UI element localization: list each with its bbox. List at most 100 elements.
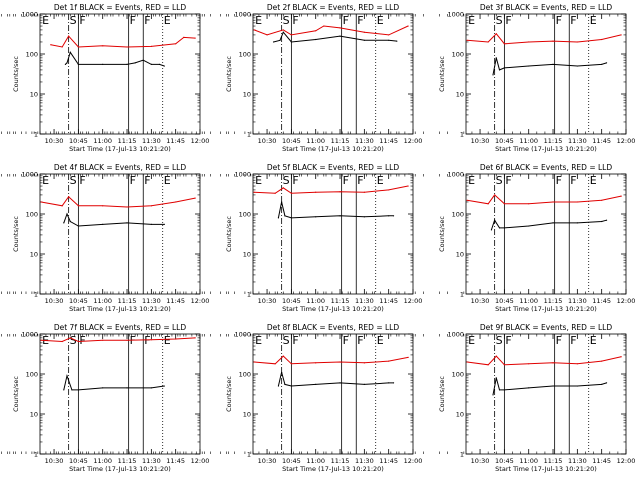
lld-series-line <box>467 194 622 205</box>
series-point <box>277 217 280 219</box>
y-tick-label: 1 <box>460 131 464 139</box>
series-point <box>605 382 608 384</box>
y-tick-label: 1000 <box>21 11 38 19</box>
y-tick-label: 1000 <box>234 171 251 179</box>
chart-title: Det 5f BLACK = Events, RED = LLD <box>267 163 400 172</box>
x-tick-label: 11:00 <box>519 297 538 305</box>
x-axis-label: Start Time (17-Jul-13 10:21:20) <box>69 145 171 153</box>
x-tick-label: 11:00 <box>93 297 112 305</box>
series-point <box>163 65 165 67</box>
series-point <box>274 363 276 365</box>
series-point <box>363 31 365 33</box>
lld-series-line <box>467 355 622 366</box>
x-tick-label: 12:00 <box>191 297 210 305</box>
series-point <box>281 201 283 203</box>
series-point <box>290 34 292 36</box>
chart-panel-8: Det 8f BLACK = Events, RED = LLD 1 10 100 10… <box>7 323 422 473</box>
y-tick-label: 1 <box>247 131 251 139</box>
series-point <box>194 197 196 199</box>
series-point <box>363 39 365 41</box>
series-point <box>68 196 70 198</box>
series-point <box>528 225 530 227</box>
y-axis-label: Counts/sec <box>12 56 20 92</box>
x-tick-label: 10:30 <box>471 137 490 145</box>
x-tick-label: 10:30 <box>471 297 490 305</box>
chart-title: Det 4f BLACK = Events, RED = LLD <box>54 163 187 172</box>
y-tick-label: 100 <box>26 211 38 219</box>
series-point <box>492 74 494 76</box>
series-point <box>601 199 603 201</box>
x-tick-label: 11:15 <box>118 457 137 465</box>
events-series-line <box>63 212 165 227</box>
series-point <box>64 63 67 65</box>
x-tick-label: 12:00 <box>404 137 423 145</box>
series-point <box>150 205 152 207</box>
x-tick-label: 11:30 <box>568 137 587 145</box>
series-point <box>194 37 196 39</box>
series-point <box>274 192 276 194</box>
series-point <box>503 227 505 229</box>
series-point <box>498 227 501 229</box>
y-tick-label: 1000 <box>447 331 464 339</box>
events-series-line <box>277 372 394 387</box>
series-point <box>40 201 42 203</box>
y-axis-label: Counts/sec <box>225 56 233 92</box>
x-axis-label: Start Time (17-Jul-13 10:21:20) <box>282 465 384 473</box>
series-point <box>315 38 317 41</box>
series-point <box>315 216 317 218</box>
chart-panel-9: Det 9f BLACK = Events, RED = LLD 1 10 100 10… <box>1 323 635 473</box>
chart-title: Det 6f BLACK = Events, RED = LLD <box>480 163 613 172</box>
x-tick-label: 11:45 <box>166 297 185 305</box>
x-tick-label: 11:30 <box>355 137 374 145</box>
series-point <box>576 201 578 203</box>
chart-panel-1: Det 1f BLACK = Events, RED = LLD 1 10 100 10… <box>12 3 209 153</box>
series-point <box>102 339 104 341</box>
marker-label: F <box>556 14 562 27</box>
series-point <box>277 385 280 387</box>
y-tick-label: 1 <box>34 451 38 459</box>
marker-label: E <box>377 14 384 27</box>
series-point <box>126 387 128 389</box>
x-tick-label: 10:45 <box>495 457 514 465</box>
x-tick-label: 12:00 <box>404 297 423 305</box>
series-point <box>175 338 177 340</box>
marker-label: E <box>164 174 171 187</box>
series-point <box>102 45 104 47</box>
chart-title: Det 8f BLACK = Events, RED = LLD <box>267 323 400 332</box>
series-point <box>194 337 196 339</box>
series-point <box>388 39 390 41</box>
chart-panel-5: Det 5f BLACK = Events, RED = LLD 1 10 100 10… <box>7 163 423 313</box>
marker-label: F <box>292 14 298 27</box>
series-point <box>77 389 79 391</box>
marker-label: S <box>496 14 503 27</box>
y-tick-label: 100 <box>26 371 38 379</box>
chart-panel-6: Det 6f BLACK = Events, RED = LLD 1 10 100 10… <box>1 163 635 313</box>
series-point <box>528 363 530 365</box>
series-point <box>339 27 341 29</box>
x-tick-label: 11:30 <box>355 297 374 305</box>
x-axis-label: Start Time (17-Jul-13 10:21:20) <box>69 465 171 473</box>
series-point <box>281 371 283 373</box>
marker-label: F <box>292 334 298 347</box>
x-tick-label: 10:30 <box>258 457 277 465</box>
series-point <box>620 356 622 358</box>
x-tick-label: 11:30 <box>568 457 587 465</box>
series-point <box>150 45 152 47</box>
chart-title: Det 1f BLACK = Events, RED = LLD <box>54 3 187 12</box>
marker-label: F <box>79 334 85 347</box>
x-tick-label: 11:15 <box>118 137 137 145</box>
x-tick-label: 11:45 <box>592 297 611 305</box>
series-point <box>284 383 286 385</box>
series-point <box>290 217 292 219</box>
series-point <box>77 340 79 343</box>
marker-label: F <box>505 334 511 347</box>
series-point <box>68 35 70 37</box>
series-point <box>528 65 530 67</box>
series-point <box>61 46 63 48</box>
series-point <box>71 389 73 391</box>
marker-label: E <box>164 14 171 27</box>
y-axis-label: Counts/sec <box>438 376 446 412</box>
y-tick-label: 1 <box>247 291 251 299</box>
plot-frame <box>465 173 627 295</box>
